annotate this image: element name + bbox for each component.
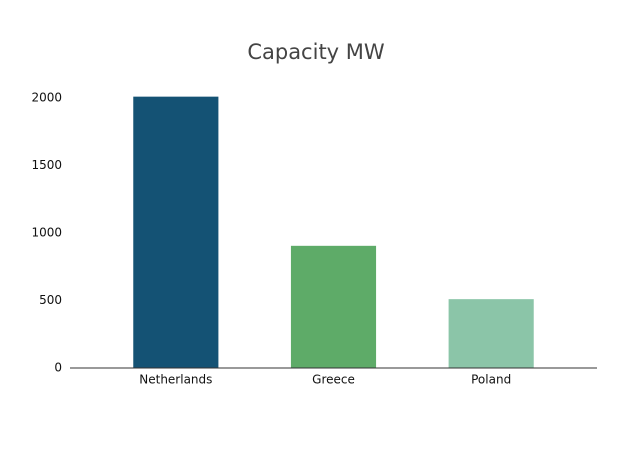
y-tick-label: 500 — [39, 293, 62, 307]
y-tick-label: 2000 — [31, 91, 62, 105]
bar — [133, 96, 219, 369]
bar — [448, 299, 534, 368]
x-tick-label: Greece — [312, 373, 355, 387]
y-tick-label: 1000 — [31, 226, 62, 240]
chart-title: Capacity MW — [247, 40, 385, 64]
x-tick-label: Netherlands — [139, 373, 212, 387]
y-tick-label: 0 — [54, 361, 62, 375]
x-tick-label: Poland — [471, 373, 511, 387]
y-tick-label: 1500 — [31, 158, 62, 172]
bar — [290, 245, 377, 368]
